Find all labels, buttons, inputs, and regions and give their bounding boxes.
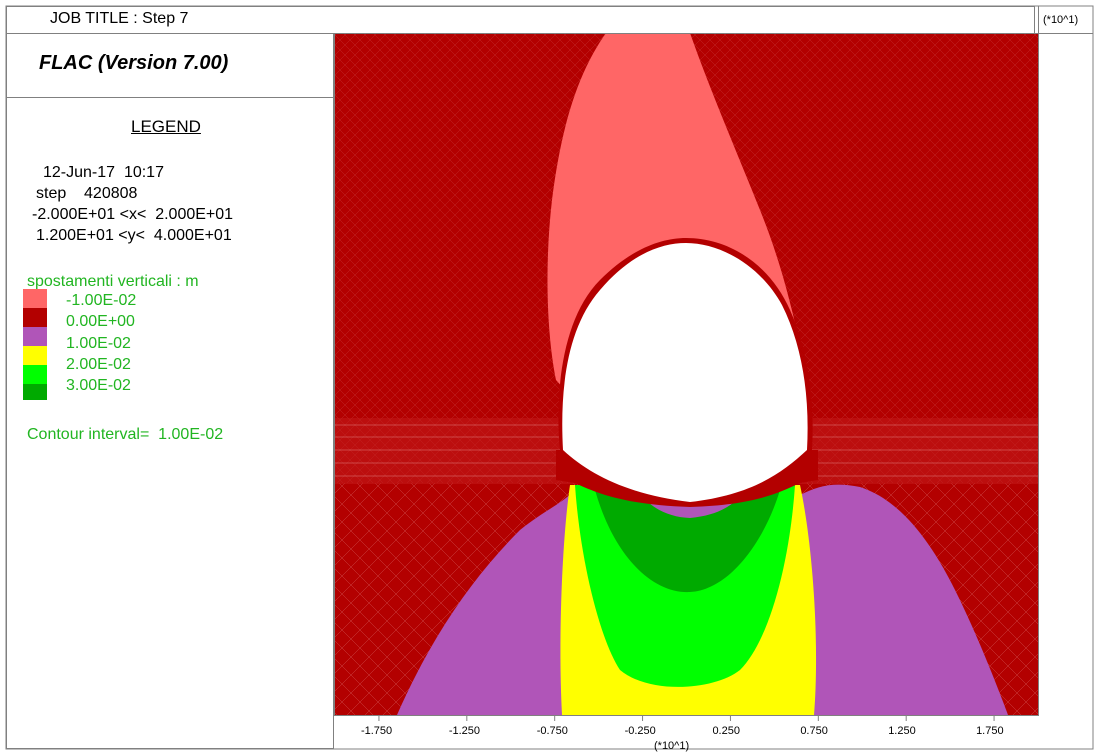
legend-swatch-pos3 <box>23 365 47 384</box>
x-tick-label: 0.250 <box>712 725 740 737</box>
legend-label-neg: -1.00E-02 <box>66 292 137 309</box>
contour-interval: Contour interval= 1.00E-02 <box>27 426 224 443</box>
legend-swatch-zero <box>23 308 47 327</box>
x-tick-label: 1.750 <box>976 725 1004 737</box>
date-time: 12-Jun-17 10:17 <box>43 164 164 181</box>
contour-title: spostamenti verticali : m <box>27 273 199 290</box>
x-tick-label: -0.250 <box>624 725 656 737</box>
x-tick-label: -1.750 <box>360 725 393 737</box>
legend-swatch-pos1 <box>23 327 47 346</box>
job-title: JOB TITLE : Step 7 <box>50 10 189 27</box>
y-range-text: 1.200E+01 <y< 4.000E+01 <box>36 227 232 244</box>
x-range-text: -2.000E+01 <x< 2.000E+01 <box>32 206 234 223</box>
version-box <box>6 33 334 98</box>
legend-label-pos3: 3.00E-02 <box>66 377 131 394</box>
legend-swatch-pos4 <box>23 384 47 400</box>
legend-swatch-pos2 <box>23 346 47 365</box>
zone-pos1-right <box>800 484 1008 715</box>
version-label: FLAC (Version 7.00) <box>39 52 229 74</box>
step-count: step 420808 <box>36 185 138 202</box>
x-tick-label: 0.750 <box>800 725 828 737</box>
legend-label-pos1: 1.00E-02 <box>66 335 131 352</box>
tunnel-opening <box>562 243 808 502</box>
x-unit: (*10^1) <box>654 740 690 752</box>
x-axis <box>378 715 995 721</box>
zone-pos4 <box>595 490 780 593</box>
legend-title: LEGEND <box>131 117 201 136</box>
legend-label-pos2: 2.00E-02 <box>66 356 131 373</box>
legend-swatch-neg <box>23 289 47 308</box>
x-tick-label: -1.250 <box>448 725 481 737</box>
y-unit: (*10^1) <box>1043 14 1079 26</box>
x-tick-label: -0.750 <box>536 725 568 737</box>
legend-label-zero: 0.00E+00 <box>66 313 135 330</box>
zone-pos1 <box>397 490 575 715</box>
x-tick-label: 1.250 <box>888 725 916 737</box>
